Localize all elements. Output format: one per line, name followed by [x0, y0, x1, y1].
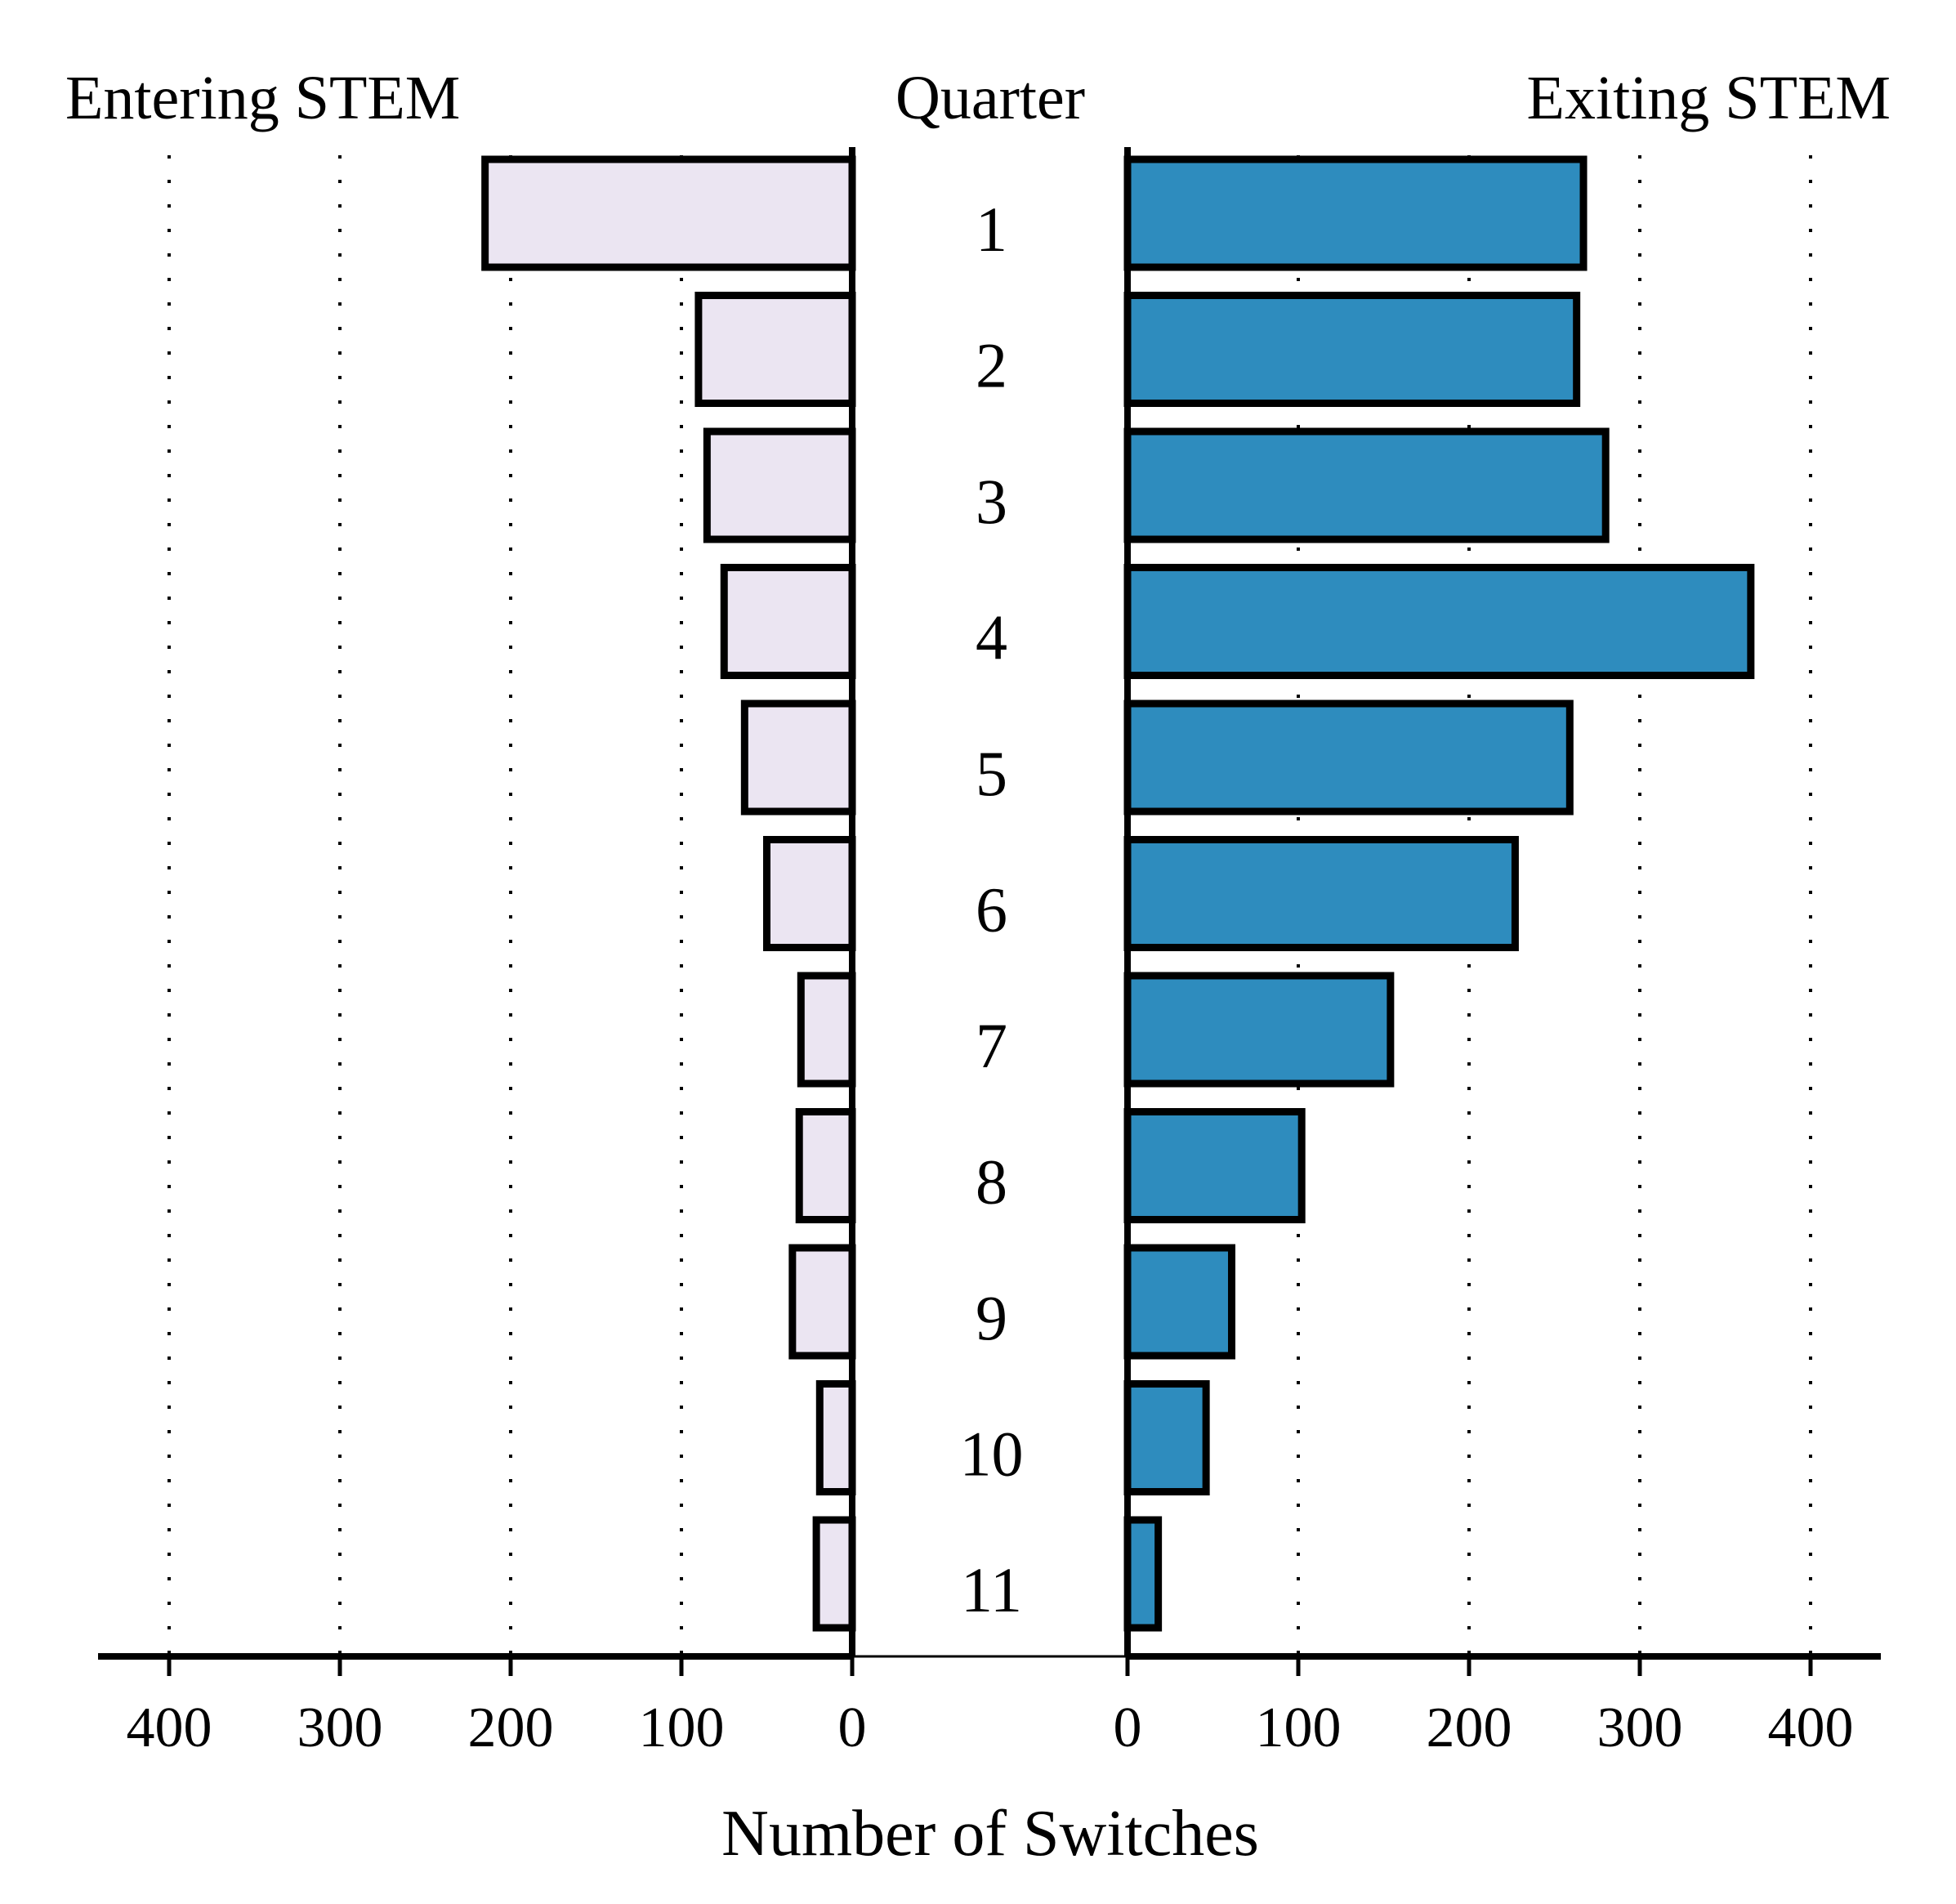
exiting-bar: [1123, 972, 1395, 1088]
axes: 0 0 100 100 200 200 300 300 400 400: [98, 147, 1881, 1759]
x-tick-label-right: 400: [1768, 1696, 1854, 1759]
x-tick-label-left: 0: [838, 1696, 867, 1759]
exiting-bar: [1123, 1244, 1235, 1360]
quarter-label: 11: [961, 1554, 1022, 1625]
exiting-bar: [1123, 564, 1755, 679]
exiting-bar: [1123, 1108, 1306, 1223]
exiting-bar: [1123, 699, 1574, 816]
entering-bar: [481, 155, 856, 271]
x-axis-label: Number of Switches: [721, 1798, 1259, 1870]
entering-header: Entering STEM: [65, 64, 460, 132]
quarter-label: 6: [976, 874, 1007, 945]
entering-bar: [812, 1516, 856, 1632]
exiting-bar: [1123, 836, 1519, 951]
exiting-bar: [1123, 1516, 1163, 1632]
bars: 1 2 3 4 5 6 7 8 9 10 11: [481, 155, 1755, 1632]
x-tick-label-right: 300: [1597, 1696, 1683, 1759]
quarter-label: 3: [976, 466, 1007, 537]
grid-lines: [167, 155, 1812, 1656]
quarter-label: 2: [976, 330, 1007, 401]
quarter-label: 5: [976, 738, 1007, 809]
x-tick-label-left: 100: [639, 1696, 725, 1759]
x-tick-label-left: 200: [468, 1696, 554, 1759]
entering-bar: [815, 1380, 856, 1495]
entering-bar: [703, 427, 856, 543]
exiting-bar: [1123, 1380, 1210, 1495]
quarter-label: 8: [976, 1146, 1007, 1218]
quarter-label: 9: [976, 1282, 1007, 1353]
quarter-label: 1: [976, 194, 1007, 265]
exiting-bar: [1123, 427, 1610, 543]
entering-bar: [720, 564, 856, 679]
entering-bar: [694, 292, 856, 407]
quarter-label: 10: [960, 1419, 1024, 1490]
x-tick-label-left: 300: [297, 1696, 383, 1759]
exiting-header: Exiting STEM: [1527, 64, 1891, 132]
entering-bar: [763, 836, 856, 951]
x-tick-label-right: 100: [1256, 1696, 1342, 1759]
entering-bar: [788, 1244, 856, 1360]
x-tick-label-right: 0: [1114, 1696, 1142, 1759]
x-tick-label-right: 200: [1427, 1696, 1512, 1759]
quarter-label: 7: [976, 1010, 1007, 1081]
quarter-header: Quarter: [895, 64, 1085, 132]
entering-bar: [795, 1108, 856, 1223]
quarter-label: 4: [976, 602, 1007, 673]
entering-bar: [797, 972, 856, 1088]
x-tick-label-left: 400: [127, 1696, 212, 1759]
exiting-bar: [1123, 292, 1581, 407]
entering-bar: [740, 699, 856, 816]
exiting-bar: [1123, 155, 1588, 271]
